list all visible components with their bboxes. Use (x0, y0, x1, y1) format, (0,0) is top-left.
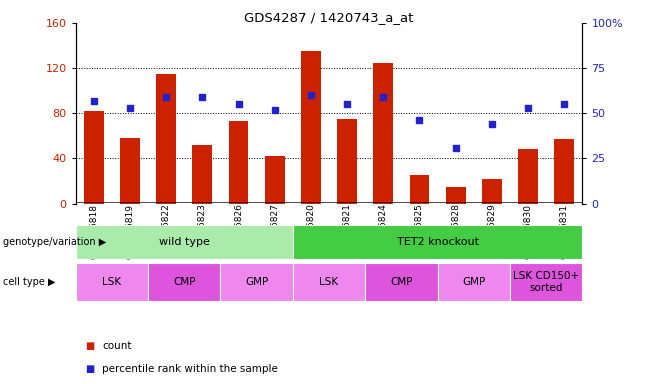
Text: GSM686826: GSM686826 (234, 204, 243, 258)
Text: GDS4287 / 1420743_a_at: GDS4287 / 1420743_a_at (244, 12, 414, 25)
Text: GSM686825: GSM686825 (415, 204, 424, 258)
Bar (192, 145, 213, 204)
Bar (373, 63, 393, 204)
Text: ■: ■ (86, 364, 95, 374)
Bar (265, 156, 285, 204)
Bar (409, 175, 430, 204)
Text: GSM686830: GSM686830 (524, 204, 532, 258)
Text: GSM686820: GSM686820 (307, 204, 315, 258)
Bar (76, 225, 293, 259)
Bar (228, 121, 249, 204)
Bar (84, 111, 104, 204)
Text: GSM686824: GSM686824 (379, 204, 388, 258)
Text: TET2 knockout: TET2 knockout (397, 237, 478, 247)
Text: ■: ■ (86, 341, 95, 351)
Bar (148, 263, 220, 301)
Bar (510, 263, 582, 301)
Bar (293, 263, 365, 301)
Bar (518, 149, 538, 204)
Bar (301, 51, 321, 204)
Bar (120, 138, 140, 204)
Text: GMP: GMP (245, 277, 268, 287)
Bar (293, 225, 582, 259)
Text: LSK: LSK (319, 277, 339, 287)
Text: GSM686819: GSM686819 (126, 204, 134, 258)
Text: GSM686827: GSM686827 (270, 204, 279, 258)
Text: GSM686823: GSM686823 (198, 204, 207, 258)
Text: wild type: wild type (159, 237, 210, 247)
Bar (156, 74, 176, 204)
Text: genotype/variation ▶: genotype/variation ▶ (3, 237, 107, 247)
Text: LSK CD150+
sorted: LSK CD150+ sorted (513, 271, 579, 293)
Bar (337, 119, 357, 204)
Text: count: count (102, 341, 132, 351)
Text: cell type ▶: cell type ▶ (3, 277, 56, 287)
Text: CMP: CMP (390, 277, 413, 287)
Text: GSM686829: GSM686829 (488, 204, 496, 258)
Text: GSM686831: GSM686831 (560, 204, 569, 258)
Bar (438, 263, 510, 301)
Text: GSM686821: GSM686821 (343, 204, 351, 258)
Bar (76, 263, 148, 301)
Text: GSM686818: GSM686818 (89, 204, 98, 258)
Text: CMP: CMP (173, 277, 195, 287)
Text: GSM686822: GSM686822 (162, 204, 170, 258)
Bar (554, 139, 574, 204)
Text: GSM686828: GSM686828 (451, 204, 460, 258)
Bar (482, 179, 502, 204)
Text: percentile rank within the sample: percentile rank within the sample (102, 364, 278, 374)
Bar (445, 187, 466, 204)
Bar (365, 263, 438, 301)
Bar (220, 263, 293, 301)
Text: GMP: GMP (462, 277, 486, 287)
Text: LSK: LSK (102, 277, 122, 287)
